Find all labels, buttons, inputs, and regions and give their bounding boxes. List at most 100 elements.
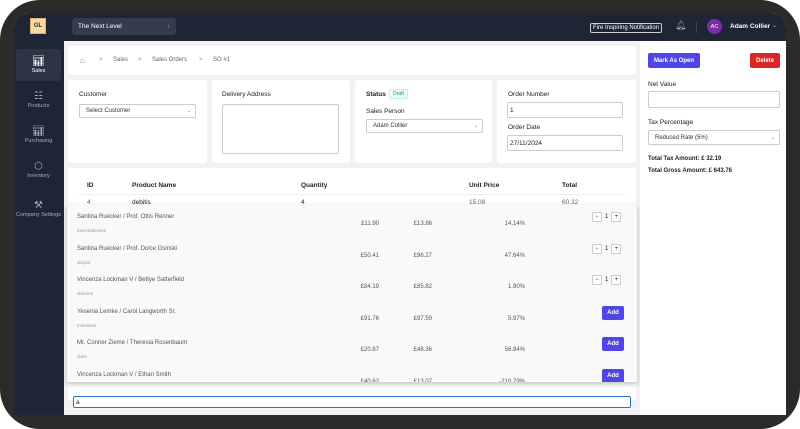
minus-button[interactable]: − (592, 243, 602, 254)
avatar[interactable]: AC (707, 19, 722, 34)
add-button[interactable]: Add (602, 305, 624, 320)
status-badge: Draft (389, 89, 408, 99)
plus-button[interactable]: + (611, 275, 622, 285)
option-price: £13.07 (413, 378, 432, 383)
option-price: £97.59 (413, 315, 432, 322)
order-number-label: Order Number (508, 91, 550, 98)
plus-button[interactable]: + (611, 243, 622, 254)
breadcrumb-sales-orders[interactable]: Sales Orders (152, 57, 188, 63)
grid-icon: ☷ (34, 91, 43, 102)
chevron-down-icon: ⌄ (770, 134, 775, 141)
user-name[interactable]: Adam Collier (730, 23, 771, 30)
option-price: £85.82 (413, 284, 432, 290)
customer-card: Customer Select Customer ⌄ (68, 80, 207, 163)
option-name: Vincenza Lockman V / Bettye Satterfield (77, 277, 184, 283)
order-number-input[interactable]: 1 (507, 102, 623, 118)
cell-name: debitis (132, 199, 151, 206)
net-value-input[interactable] (648, 91, 780, 108)
order-card: Order Number 1 Order Date 27/11/2024 (497, 80, 636, 163)
tools-icon: ⚒ (34, 200, 43, 211)
sidebar-item-sales[interactable]: 📊︎ Sales (16, 49, 61, 81)
delete-button[interactable]: Delete (750, 53, 780, 68)
divider (79, 194, 625, 195)
sidebar: GL 📊︎ Sales ☷ Products 📊︎ Purchasing ⬡ Inven… (14, 13, 64, 415)
breadcrumb-separator: > (138, 57, 142, 63)
quantity-value: 1 (605, 245, 609, 252)
org-selector[interactable]: The Next Level ↕ (72, 18, 176, 35)
product-option[interactable]: Vincenza Lockman V / Ethan Smith £40.62 … (67, 365, 637, 383)
breadcrumb-sales[interactable]: Sales (113, 57, 129, 63)
chart-icon: 📊︎ (32, 126, 45, 137)
customer-value: Select Customer (86, 108, 131, 114)
sidebar-item-inventory[interactable]: ⬡ Inventory (16, 154, 61, 186)
option-subtitle: dolor (77, 354, 88, 359)
delivery-card: Delivery Address (212, 80, 350, 163)
net-value-label: Net Value (648, 81, 677, 88)
minus-button[interactable]: − (592, 212, 602, 222)
option-name: Mr. Conner Zieme / Theresia Rosenbaum (77, 340, 188, 346)
option-margin: 14.14% (504, 221, 525, 227)
option-price: £96.27 (413, 252, 432, 259)
column-header: Unit Price (469, 182, 500, 189)
option-cost: £40.62 (360, 378, 379, 383)
product-option[interactable]: Vincenza Lockman V / Bettye Satterfield … (67, 270, 637, 302)
quantity-stepper[interactable]: −1 + (592, 275, 622, 285)
salesperson-select[interactable]: Adam Collier ⌄ (366, 119, 483, 133)
tax-select[interactable]: Reduced Rate (5%) ⌄ (648, 130, 780, 145)
option-name: Santina Ruecker / Prof. Dulce Osinski (77, 245, 178, 252)
product-option[interactable]: Santina Ruecker / Prof. Ottis Renner exe… (67, 207, 637, 239)
mark-as-open-button[interactable]: Mark As Open (648, 53, 700, 68)
option-name: Vincenza Lockman V / Ethan Smith (77, 371, 171, 378)
quantity-stepper[interactable]: −1 + (592, 243, 622, 254)
total-gross: Total Gross Amount: £ 643.76 (648, 168, 733, 174)
tax-label: Tax Percentage (648, 119, 694, 126)
option-cost: £91.76 (360, 315, 379, 322)
quantity-stepper[interactable]: −1 + (592, 212, 622, 222)
breadcrumb-separator: > (99, 57, 103, 63)
app-screen: GL 📊︎ Sales ☷ Products 📊︎ Purchasing ⬡ Inven… (14, 13, 786, 415)
option-cost: £20.87 (360, 347, 379, 353)
customer-select[interactable]: Select Customer ⌄ (79, 104, 196, 118)
sidebar-item-label: Products (27, 103, 50, 109)
salesperson-label: Sales Person (366, 108, 405, 115)
bell-icon[interactable]: 🔔︎ (675, 20, 687, 30)
breadcrumb-current: SO #1 (213, 57, 231, 63)
sidebar-item-label: Inventory (27, 173, 50, 179)
logo: GL (30, 18, 46, 34)
cell-price: 15.08 (469, 199, 486, 206)
sidebar-item-products[interactable]: ☷ Products (16, 84, 61, 116)
chart-icon: 📊︎ (32, 56, 45, 67)
customer-label: Customer (79, 91, 108, 98)
product-option[interactable]: Mr. Conner Zieme / Theresia Rosenbaum do… (67, 333, 637, 365)
option-margin: 56.84% (504, 347, 525, 353)
option-margin: -210.79% (499, 378, 525, 383)
add-button[interactable]: Add (602, 368, 624, 382)
cell-qty: 4 (301, 199, 305, 206)
sidebar-item-purchasing[interactable]: 📊︎ Purchasing (16, 119, 61, 151)
plus-button[interactable]: + (611, 212, 622, 222)
minus-button[interactable]: − (592, 275, 602, 285)
org-name: The Next Level (78, 23, 122, 30)
option-name: Santina Ruecker / Prof. Ottis Renner (77, 214, 175, 220)
product-option[interactable]: Santina Ruecker / Prof. Dulce Osinski al… (67, 239, 637, 271)
option-price: £13.86 (413, 221, 432, 227)
add-button[interactable]: Add (602, 337, 624, 351)
sidebar-item-label: Purchasing (24, 138, 53, 144)
column-header: Total (562, 182, 578, 189)
chevron-down-icon[interactable]: ⌄ (772, 23, 778, 29)
delivery-label: Delivery Address (222, 91, 271, 98)
status-card: Status Draft Sales Person Adam Collier ⌄ (355, 80, 492, 163)
order-summary-panel: Mark As Open Delete Net Value Tax Percen… (640, 41, 786, 415)
order-date-input[interactable]: 27/11/2024 (507, 135, 623, 151)
option-margin: 1.90% (507, 284, 525, 290)
delivery-address-textarea[interactable] (222, 104, 339, 154)
notification-button[interactable]: Fire Inspiring Notification (590, 23, 663, 33)
option-cost: £11.90 (361, 221, 379, 227)
sidebar-item-company-settings[interactable]: ⚒ Company Settings (16, 191, 61, 227)
product-option[interactable]: Yesenia Lemke / Carol Langworth Sr. mole… (67, 302, 637, 334)
tax-value: Reduced Rate (5%) (655, 134, 708, 141)
home-icon[interactable]: ⌂ (80, 56, 85, 65)
chevron-down-icon: ⌄ (186, 108, 191, 114)
salesperson-value: Adam Collier (373, 123, 408, 129)
product-search-input[interactable]: a (73, 396, 631, 408)
